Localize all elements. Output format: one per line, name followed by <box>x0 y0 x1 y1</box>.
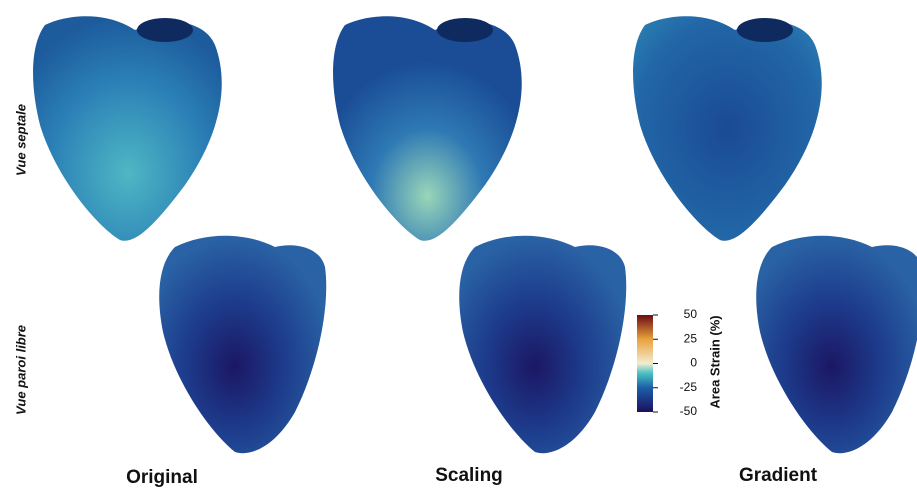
column-label: Gradient <box>739 465 818 486</box>
heart-septal-scaling <box>333 16 522 241</box>
valve <box>137 18 193 42</box>
colorbar-tick-label: -50 <box>680 404 698 418</box>
colorbar <box>637 315 653 412</box>
heart-free-original <box>159 235 327 454</box>
heart-free-gradient <box>756 235 917 454</box>
row-label: Vue paroi libre <box>13 325 28 415</box>
colorbar-tick-label: 0 <box>690 356 697 370</box>
valve <box>437 18 493 42</box>
column-label: Scaling <box>435 465 503 486</box>
heart-meshes <box>33 16 917 454</box>
colorbar-tick-label: -25 <box>680 380 698 394</box>
valve <box>737 18 793 42</box>
colorbar-tick-label: 25 <box>684 331 698 345</box>
row-label: Vue septale <box>13 104 28 176</box>
heart-septal-gradient <box>633 16 822 241</box>
heart-septal-original <box>33 16 222 241</box>
colorbar-tick-label: 50 <box>684 307 698 321</box>
colorbar-label: Area Strain (%) <box>707 315 722 408</box>
heart-free-scaling <box>459 235 627 454</box>
column-label: Original <box>126 467 198 488</box>
